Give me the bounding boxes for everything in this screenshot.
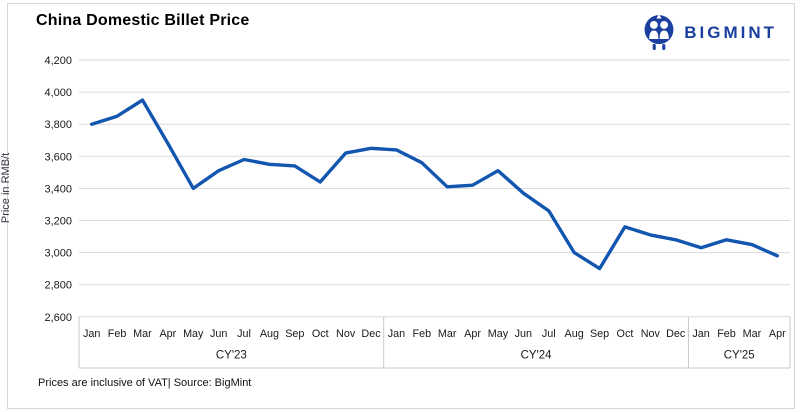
month-label: Mar — [743, 328, 762, 340]
month-label: Jul — [542, 328, 556, 340]
logo-wordmark: BIGMINT — [684, 23, 777, 42]
month-label: Nov — [641, 328, 661, 340]
month-label: Aug — [260, 328, 279, 340]
month-label: Sep — [285, 328, 304, 340]
y-tick-label: 4,000 — [44, 87, 72, 99]
year-label: CY'24 — [521, 350, 553, 362]
month-label: Oct — [312, 328, 329, 340]
month-label: Feb — [412, 328, 431, 340]
y-tick-label: 2,600 — [44, 312, 72, 324]
month-label: Feb — [717, 328, 736, 340]
y-tick-label: 3,200 — [44, 216, 72, 228]
month-label: Nov — [336, 328, 356, 340]
y-tick-label: 3,000 — [44, 248, 72, 260]
y-tick-label: 3,400 — [44, 183, 72, 195]
month-label: Aug — [565, 328, 584, 340]
page-title: China Domestic Billet Price — [36, 12, 250, 29]
month-label: Apr — [769, 328, 786, 340]
month-label: Jun — [210, 328, 227, 340]
month-label: Apr — [464, 328, 481, 340]
month-label: Mar — [133, 328, 152, 340]
month-label: Dec — [361, 328, 381, 340]
price-series-line — [89, 98, 779, 271]
bigmint-people-icon — [644, 14, 674, 50]
month-label: Jan — [692, 328, 709, 340]
month-label: Sep — [590, 328, 609, 340]
month-label: Jun — [515, 328, 532, 340]
month-label: May — [488, 328, 509, 340]
month-label: Dec — [666, 328, 686, 340]
month-label: Apr — [159, 328, 176, 340]
y-tick-label: 3,800 — [44, 119, 72, 131]
y-tick-label: 4,200 — [44, 55, 72, 67]
month-label: Mar — [438, 328, 457, 340]
bigmint-logo: BIGMINT — [642, 14, 777, 52]
month-label: Oct — [617, 328, 634, 340]
month-label: Jan — [83, 328, 100, 340]
month-label: May — [183, 328, 204, 340]
month-label: Jan — [388, 328, 405, 340]
month-label: Jul — [237, 328, 251, 340]
year-label: CY'25 — [724, 350, 755, 362]
y-tick-label: 3,600 — [44, 151, 72, 163]
source-note: Prices are inclusive of VAT| Source: Big… — [38, 377, 252, 389]
y-tick-label: 2,800 — [44, 280, 72, 292]
month-label: Feb — [108, 328, 127, 340]
year-label: CY'23 — [216, 350, 247, 362]
